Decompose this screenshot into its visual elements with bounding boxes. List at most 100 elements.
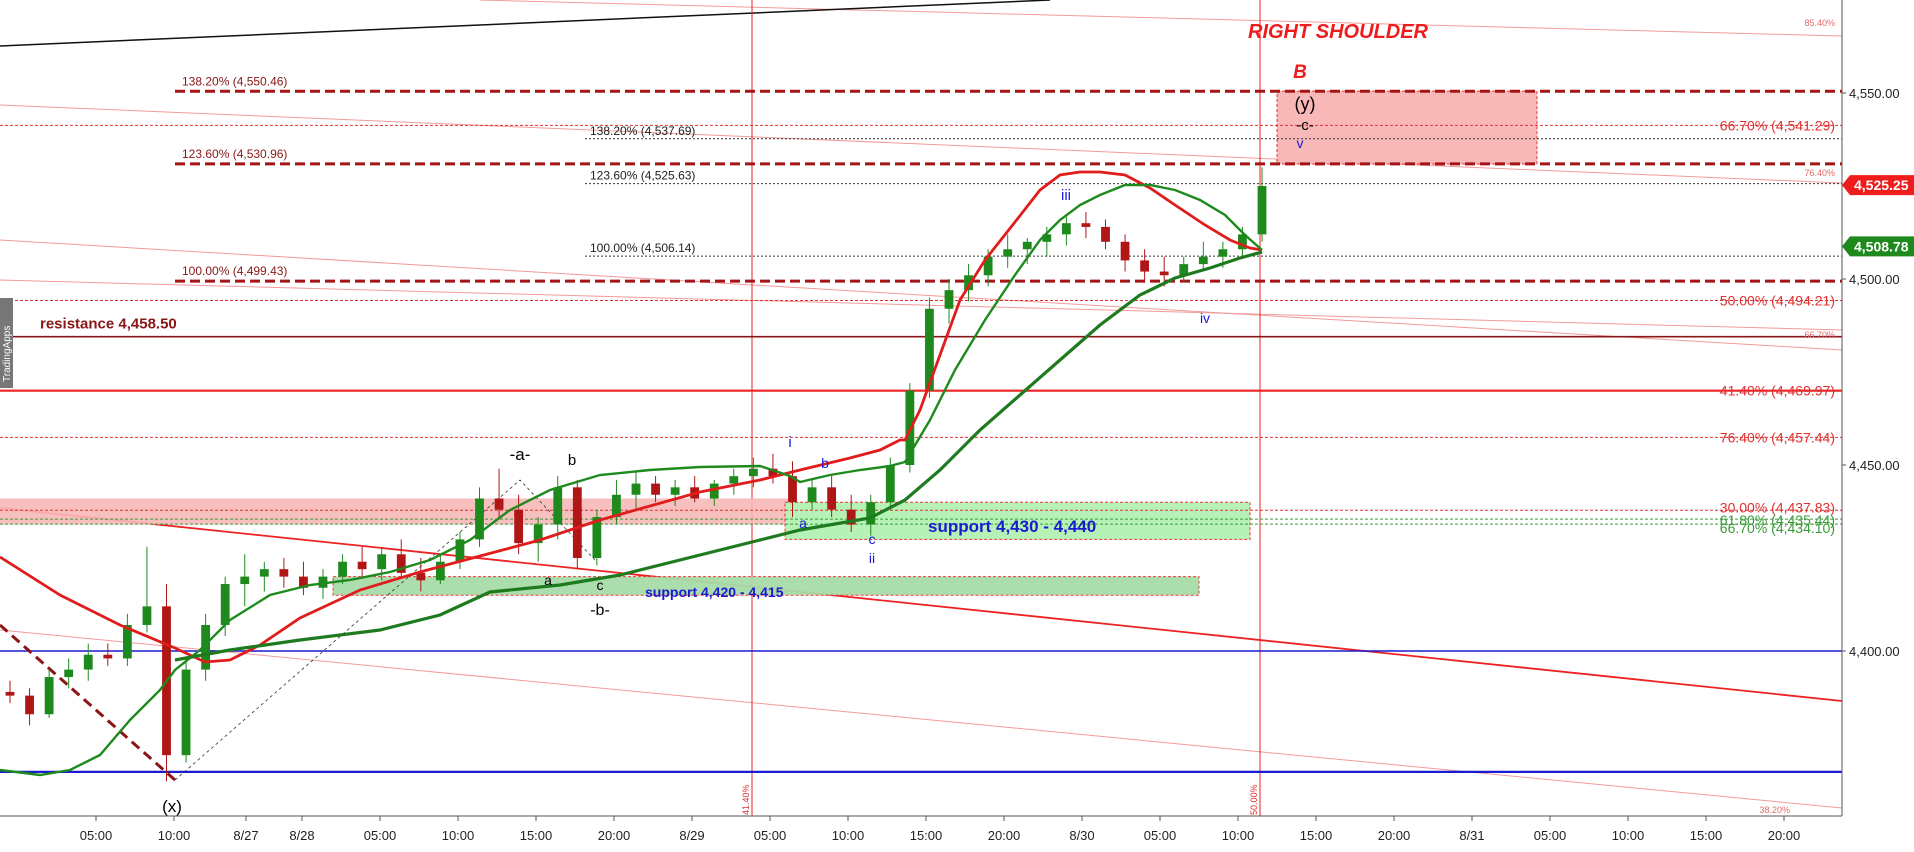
y-tick-label: 4,450.00 <box>1849 458 1900 473</box>
candle-body <box>651 483 660 495</box>
resistance-zone <box>0 498 790 525</box>
x-tick-label: 8/31 <box>1459 828 1484 843</box>
candle-body <box>416 572 426 581</box>
candle-body <box>768 468 778 477</box>
x-tick-label: 05:00 <box>80 828 113 843</box>
candle-body <box>1120 241 1130 261</box>
candle-body <box>1081 223 1091 227</box>
candle-body <box>1101 226 1110 242</box>
x-tick-label: 05:00 <box>754 828 787 843</box>
vertical-line-label: 50.00% <box>1249 784 1259 815</box>
candle-body <box>1179 264 1189 276</box>
trend-line-black <box>0 0 1051 47</box>
candle-body <box>279 569 289 577</box>
candle-body <box>475 498 484 540</box>
y-tick-label: 4,500.00 <box>1849 272 1900 287</box>
candle-body <box>553 487 563 525</box>
x-tick-label: 10:00 <box>832 828 865 843</box>
candle-body <box>44 677 54 715</box>
candle-body <box>846 509 856 525</box>
fib-label-left: 100.00% (4,499.43) <box>182 264 287 278</box>
candle-body <box>83 654 93 670</box>
moving-average-green-slow <box>174 250 1263 662</box>
x-tick-label: 20:00 <box>988 828 1021 843</box>
x-tick-label: 10:00 <box>1612 828 1645 843</box>
wave-label: -a- <box>510 445 531 464</box>
candle-body <box>1003 249 1013 257</box>
candle-body <box>455 539 465 562</box>
candle-body <box>925 308 934 391</box>
candle-body <box>240 576 250 585</box>
wave-label: B <box>1293 62 1307 83</box>
x-tick-label: 8/28 <box>289 828 314 843</box>
candle-body <box>729 476 739 484</box>
x-tick-label: 20:00 <box>598 828 631 843</box>
trend-line-red <box>0 507 1843 702</box>
support-label: support 4,420 - 4,415 <box>645 584 784 600</box>
candle-body <box>631 483 641 495</box>
wave-label: b <box>821 455 829 471</box>
candle-body <box>788 476 797 503</box>
x-tick-label: 8/29 <box>679 828 704 843</box>
x-tick-label: 05:00 <box>1144 828 1177 843</box>
candle-body <box>377 554 387 570</box>
candle-body <box>709 483 719 499</box>
candle-body <box>514 509 524 544</box>
channel-line <box>0 239 1843 351</box>
fib-label-right: 30.00% (4,437.83) <box>1720 499 1835 515</box>
y-tick-label: 4,400.00 <box>1849 644 1900 659</box>
resistance-label: resistance 4,458.50 <box>40 316 177 333</box>
candle-body <box>1042 234 1052 242</box>
wave-label: ii <box>869 550 875 566</box>
candle-body <box>827 487 837 510</box>
candle-body <box>201 624 211 670</box>
channel-line <box>479 0 1843 37</box>
channel-line <box>0 104 1843 184</box>
wave-label: -c- <box>1296 117 1314 134</box>
channel-line <box>0 279 1843 331</box>
wave-label: -b- <box>590 602 610 619</box>
fib-label-right: 41.40% (4,469.97) <box>1720 383 1835 399</box>
chart-title: RIGHT SHOULDER <box>1248 21 1429 43</box>
candle-body <box>1198 256 1208 265</box>
candle-body <box>396 554 406 573</box>
wave-label: c <box>869 531 876 547</box>
candle-body <box>670 487 680 495</box>
x-tick-label: 10:00 <box>1222 828 1255 843</box>
fib-label-mid: 123.60% (4,525.63) <box>590 169 695 183</box>
wave-label: v <box>1297 135 1304 151</box>
candle-body <box>220 584 230 625</box>
candle-body <box>1022 241 1032 250</box>
x-tick-label: 20:00 <box>1768 828 1801 843</box>
support-label: support 4,430 - 4,440 <box>928 517 1096 536</box>
candle-body <box>866 502 876 525</box>
fib-label-left: 138.20% (4,550.46) <box>182 74 287 88</box>
x-tick-label: 05:00 <box>364 828 397 843</box>
x-tick-label: 8/30 <box>1069 828 1094 843</box>
wave-label: a <box>544 572 552 588</box>
x-tick-label: 05:00 <box>1534 828 1567 843</box>
candle-body <box>612 494 621 518</box>
price-tag-label: 4,508.78 <box>1854 238 1909 254</box>
candle-body <box>572 487 582 558</box>
candle-body <box>338 561 347 577</box>
support-zone-lower <box>332 576 1200 596</box>
wave-label: (y) <box>1295 94 1316 114</box>
x-tick-label: 15:00 <box>1300 828 1333 843</box>
candle-body <box>1238 234 1247 250</box>
price-tag <box>1842 175 1914 196</box>
candle-body <box>748 468 758 477</box>
x-tick-label: 10:00 <box>158 828 191 843</box>
candle-body <box>103 654 113 659</box>
candle-body <box>944 290 954 309</box>
fib-label-right: 76.40% (4,457.44) <box>1720 429 1835 445</box>
moving-average-green-fast <box>0 183 1263 777</box>
candle-body <box>1218 249 1228 257</box>
x-tick-label: 20:00 <box>1378 828 1411 843</box>
candle-body <box>435 561 445 581</box>
candle-body <box>1159 271 1169 276</box>
x-tick-label: 15:00 <box>910 828 943 843</box>
vertical-line-label: 41.40% <box>741 784 751 815</box>
